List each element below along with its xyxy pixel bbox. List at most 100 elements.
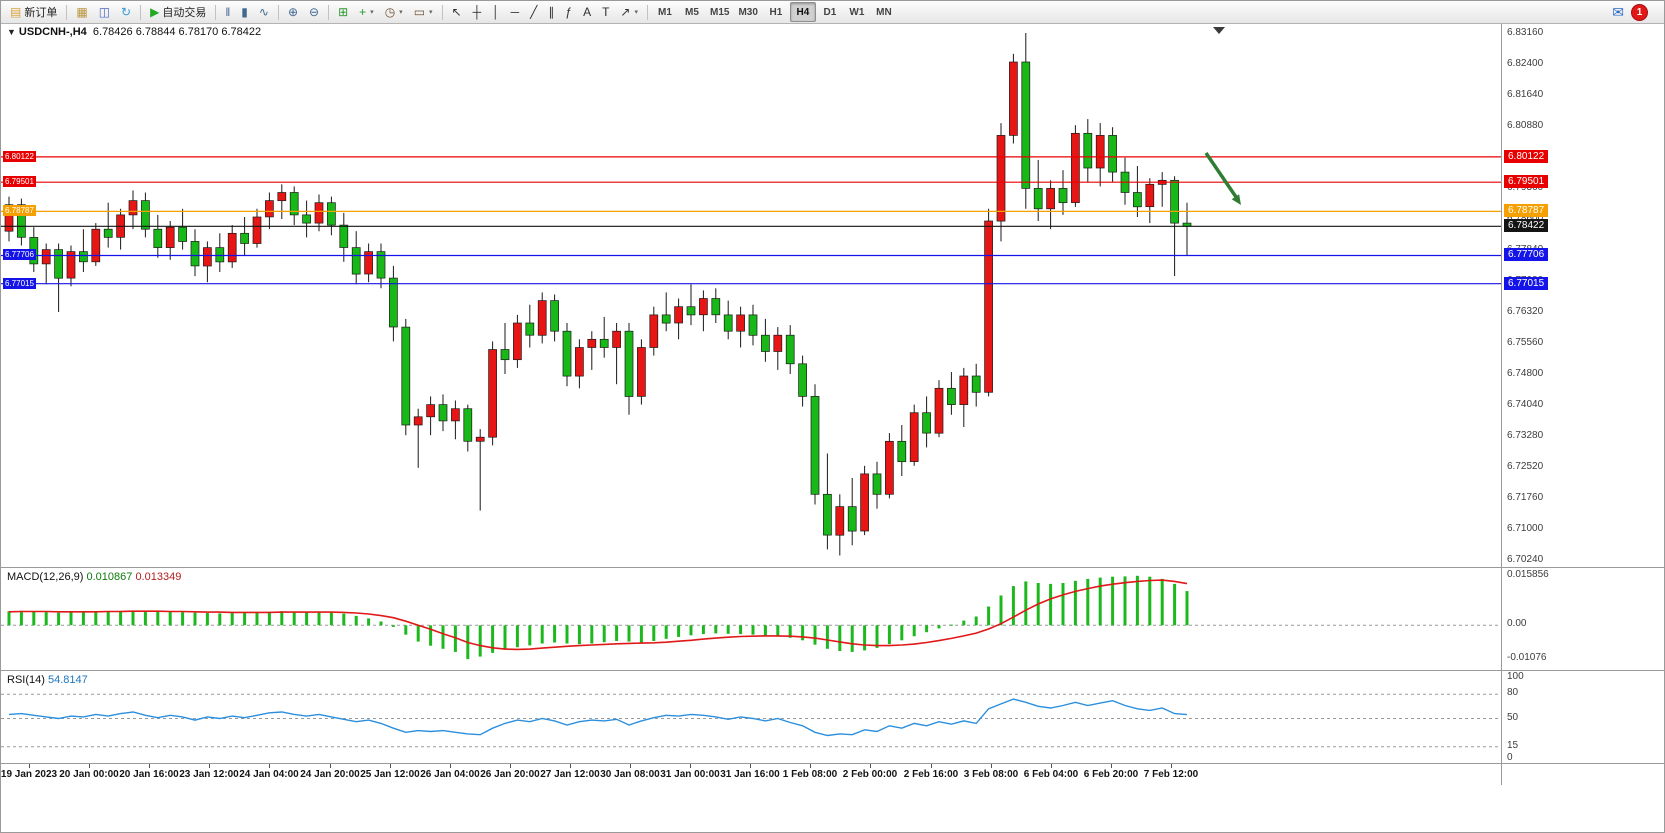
periods-glyph: ◷ xyxy=(384,5,396,19)
new-order-icon: ▤ xyxy=(10,5,22,19)
macd-bar xyxy=(69,612,73,626)
candle-body xyxy=(54,249,63,279)
macd-bar xyxy=(367,618,371,626)
vertical-line-button[interactable]: │ xyxy=(487,2,505,22)
trendline-button[interactable]: ╱ xyxy=(525,2,542,22)
candle-body xyxy=(748,314,758,336)
macd-histogram xyxy=(7,575,1189,660)
macd-bar xyxy=(491,625,495,653)
time-axis[interactable]: 19 Jan 2023 20 Jan 00:00 20 Jan 16:00 23 Ja… xyxy=(1,763,1664,787)
timeframe-m30-button[interactable]: M30 xyxy=(738,6,758,18)
macd-bar xyxy=(441,625,445,649)
chart-shift-marker[interactable] xyxy=(1213,27,1225,34)
price-tick-label: 6.83160 xyxy=(1507,27,1544,38)
macd-bar xyxy=(218,613,222,626)
time-tick xyxy=(330,764,331,768)
refresh-icon[interactable]: ↻ xyxy=(116,2,136,22)
text-button[interactable]: A xyxy=(578,2,596,22)
candle-body xyxy=(227,232,237,263)
candle-body xyxy=(1083,132,1093,169)
candle-body xyxy=(79,251,88,263)
time-tick xyxy=(450,764,451,768)
label-button[interactable]: T xyxy=(597,2,614,22)
auto-trading-button[interactable]: ▶ 自动交易 xyxy=(145,2,211,22)
candle-body xyxy=(389,277,398,328)
macd-bar xyxy=(962,620,966,626)
macd-bar xyxy=(887,625,891,645)
price-axis[interactable]: 6.831606.824006.816406.808806.801206.793… xyxy=(1501,23,1664,785)
tile-windows-button[interactable]: ⊞ xyxy=(333,2,353,22)
candle-body xyxy=(612,330,621,348)
collapse-caret-icon[interactable]: ▼ xyxy=(7,27,16,37)
candle-body xyxy=(1095,135,1105,169)
time-tick xyxy=(390,764,391,768)
time-tick-label: 30 Jan 08:00 xyxy=(600,769,660,780)
indicators-button[interactable]: + ▾ xyxy=(354,2,379,22)
fibonacci-button[interactable]: ƒ xyxy=(560,2,577,22)
templates-button[interactable]: ▭ ▾ xyxy=(409,2,438,22)
macd-value: 0.010867 xyxy=(86,571,133,583)
candle-body xyxy=(513,322,522,361)
indicators-glyph: + xyxy=(359,5,367,19)
line-price-badge: 6.77015 xyxy=(1504,277,1549,290)
timeframe-w1-button[interactable]: W1 xyxy=(849,6,865,18)
text-glyph: A xyxy=(583,5,592,19)
macd-bar xyxy=(131,610,135,626)
line-chart-button[interactable]: ∿ xyxy=(254,2,274,22)
periods-button[interactable]: ◷ ▾ xyxy=(380,2,408,22)
toolbar-separator xyxy=(328,4,330,20)
toolbar-separator xyxy=(140,4,142,20)
candle-body xyxy=(934,387,944,434)
candle-body xyxy=(364,251,373,275)
timeframe-m1-button[interactable]: M1 xyxy=(658,6,672,18)
candlestick-button[interactable]: ▮ xyxy=(236,2,253,22)
macd-bar xyxy=(1185,591,1189,626)
zoom-in-button[interactable]: ⊕ xyxy=(283,2,303,22)
rsi-pane: RSI(14) 54.8147 xyxy=(1,670,1664,763)
macd-bar xyxy=(528,625,532,646)
timeframe-m5-button[interactable]: M5 xyxy=(685,6,699,18)
notification-badge[interactable]: 1 xyxy=(1631,3,1648,21)
macd-bar xyxy=(1160,578,1164,626)
candle-body xyxy=(810,396,820,495)
charts-grid-icon-glyph: ▦ xyxy=(76,5,88,19)
timeframe-d1-button[interactable]: D1 xyxy=(823,6,837,18)
rsi-value: 54.8147 xyxy=(47,674,88,686)
profiles-icon[interactable]: ◫ xyxy=(94,2,115,22)
time-tick xyxy=(810,764,811,768)
shapes-button[interactable]: ↗ ▾ xyxy=(615,2,643,22)
macd-label: MACD(12,26,9) 0.010867 0.013349 xyxy=(7,571,181,583)
candle-body xyxy=(996,135,1006,222)
macd-bar xyxy=(639,625,643,643)
channel-button[interactable]: ∥ xyxy=(543,2,559,22)
candle-body xyxy=(41,249,51,265)
crosshair-button[interactable]: ┼ xyxy=(468,2,487,22)
candle-body xyxy=(178,226,187,242)
candle-body xyxy=(587,338,597,348)
toolbar-separator xyxy=(66,4,68,20)
timeframe-h1-button[interactable]: H1 xyxy=(769,6,783,18)
candle-body xyxy=(215,247,225,263)
horizontal-line-button[interactable]: ─ xyxy=(506,2,525,22)
candle-body xyxy=(984,220,993,393)
chart-title: ▼ USDCNH-,H4 6.78426 6.78844 6.78170 6.78… xyxy=(7,26,261,38)
rsi-tick-label: 0 xyxy=(1507,752,1513,763)
timeframe-m15-button[interactable]: M15 xyxy=(710,6,730,18)
timeframe-h4-button[interactable]: H4 xyxy=(789,2,816,22)
candle-body xyxy=(686,306,696,316)
cursor-button[interactable]: ↖ xyxy=(447,2,467,22)
arrow-annotation[interactable] xyxy=(1204,152,1241,205)
bar-chart-button[interactable]: ‖ xyxy=(220,2,235,22)
macd-bar xyxy=(763,625,767,636)
candle-body xyxy=(823,493,832,536)
mailbox-icon[interactable]: ✉ xyxy=(1612,3,1624,20)
zoom-out-button[interactable]: ⊖ xyxy=(304,2,324,22)
new-order-button[interactable]: ▤ 新订单 xyxy=(5,2,62,22)
macd-bar xyxy=(478,625,482,657)
charts-grid-icon[interactable]: ▦ xyxy=(71,2,92,22)
time-tick-label: 31 Jan 00:00 xyxy=(660,769,720,780)
candle-body xyxy=(426,404,435,418)
time-tick-label: 2 Feb 00:00 xyxy=(842,769,898,780)
timeframe-mn-button[interactable]: MN xyxy=(876,6,892,18)
candle-body xyxy=(240,232,249,244)
